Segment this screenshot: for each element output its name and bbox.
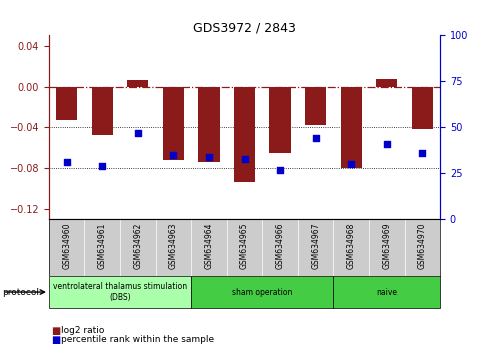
Bar bbox=[91, 86, 113, 135]
Bar bbox=[163, 86, 183, 160]
Text: ventrolateral thalamus stimulation
(DBS): ventrolateral thalamus stimulation (DBS) bbox=[53, 282, 187, 302]
Bar bbox=[269, 86, 290, 153]
Text: GSM634965: GSM634965 bbox=[240, 222, 248, 269]
Text: GSM634962: GSM634962 bbox=[133, 222, 142, 269]
Bar bbox=[233, 86, 255, 182]
Text: ■: ■ bbox=[51, 335, 61, 345]
Text: GSM634960: GSM634960 bbox=[62, 222, 71, 269]
Text: sham operation: sham operation bbox=[232, 287, 292, 297]
Text: GSM634969: GSM634969 bbox=[382, 222, 390, 269]
Text: GSM634966: GSM634966 bbox=[275, 222, 284, 269]
Text: GSM634961: GSM634961 bbox=[98, 222, 106, 269]
Text: log2 ratio: log2 ratio bbox=[61, 326, 104, 336]
Point bbox=[204, 154, 212, 160]
Point bbox=[169, 152, 177, 158]
Point bbox=[418, 150, 426, 156]
Point bbox=[62, 160, 70, 165]
Text: GSM634970: GSM634970 bbox=[417, 222, 426, 269]
Bar bbox=[191, 276, 333, 308]
Text: GSM634967: GSM634967 bbox=[310, 222, 320, 269]
Bar bbox=[411, 86, 432, 130]
Point bbox=[240, 156, 248, 161]
Title: GDS3972 / 2843: GDS3972 / 2843 bbox=[193, 21, 295, 34]
Bar bbox=[56, 86, 77, 120]
Bar bbox=[333, 276, 439, 308]
Text: percentile rank within the sample: percentile rank within the sample bbox=[61, 335, 214, 344]
Bar bbox=[49, 276, 191, 308]
Point bbox=[311, 136, 319, 141]
Bar bbox=[127, 80, 148, 86]
Text: ■: ■ bbox=[51, 326, 61, 336]
Bar bbox=[305, 86, 325, 125]
Bar bbox=[198, 86, 219, 162]
Bar bbox=[340, 86, 361, 169]
Text: GSM634968: GSM634968 bbox=[346, 222, 355, 269]
Point bbox=[98, 163, 106, 169]
Text: GSM634963: GSM634963 bbox=[168, 222, 178, 269]
Point bbox=[382, 141, 390, 147]
Text: protocol: protocol bbox=[2, 287, 40, 297]
Point bbox=[134, 130, 142, 136]
Bar bbox=[375, 79, 397, 86]
Text: naive: naive bbox=[375, 287, 396, 297]
Text: GSM634964: GSM634964 bbox=[204, 222, 213, 269]
Point bbox=[346, 161, 354, 167]
Point bbox=[276, 167, 284, 173]
